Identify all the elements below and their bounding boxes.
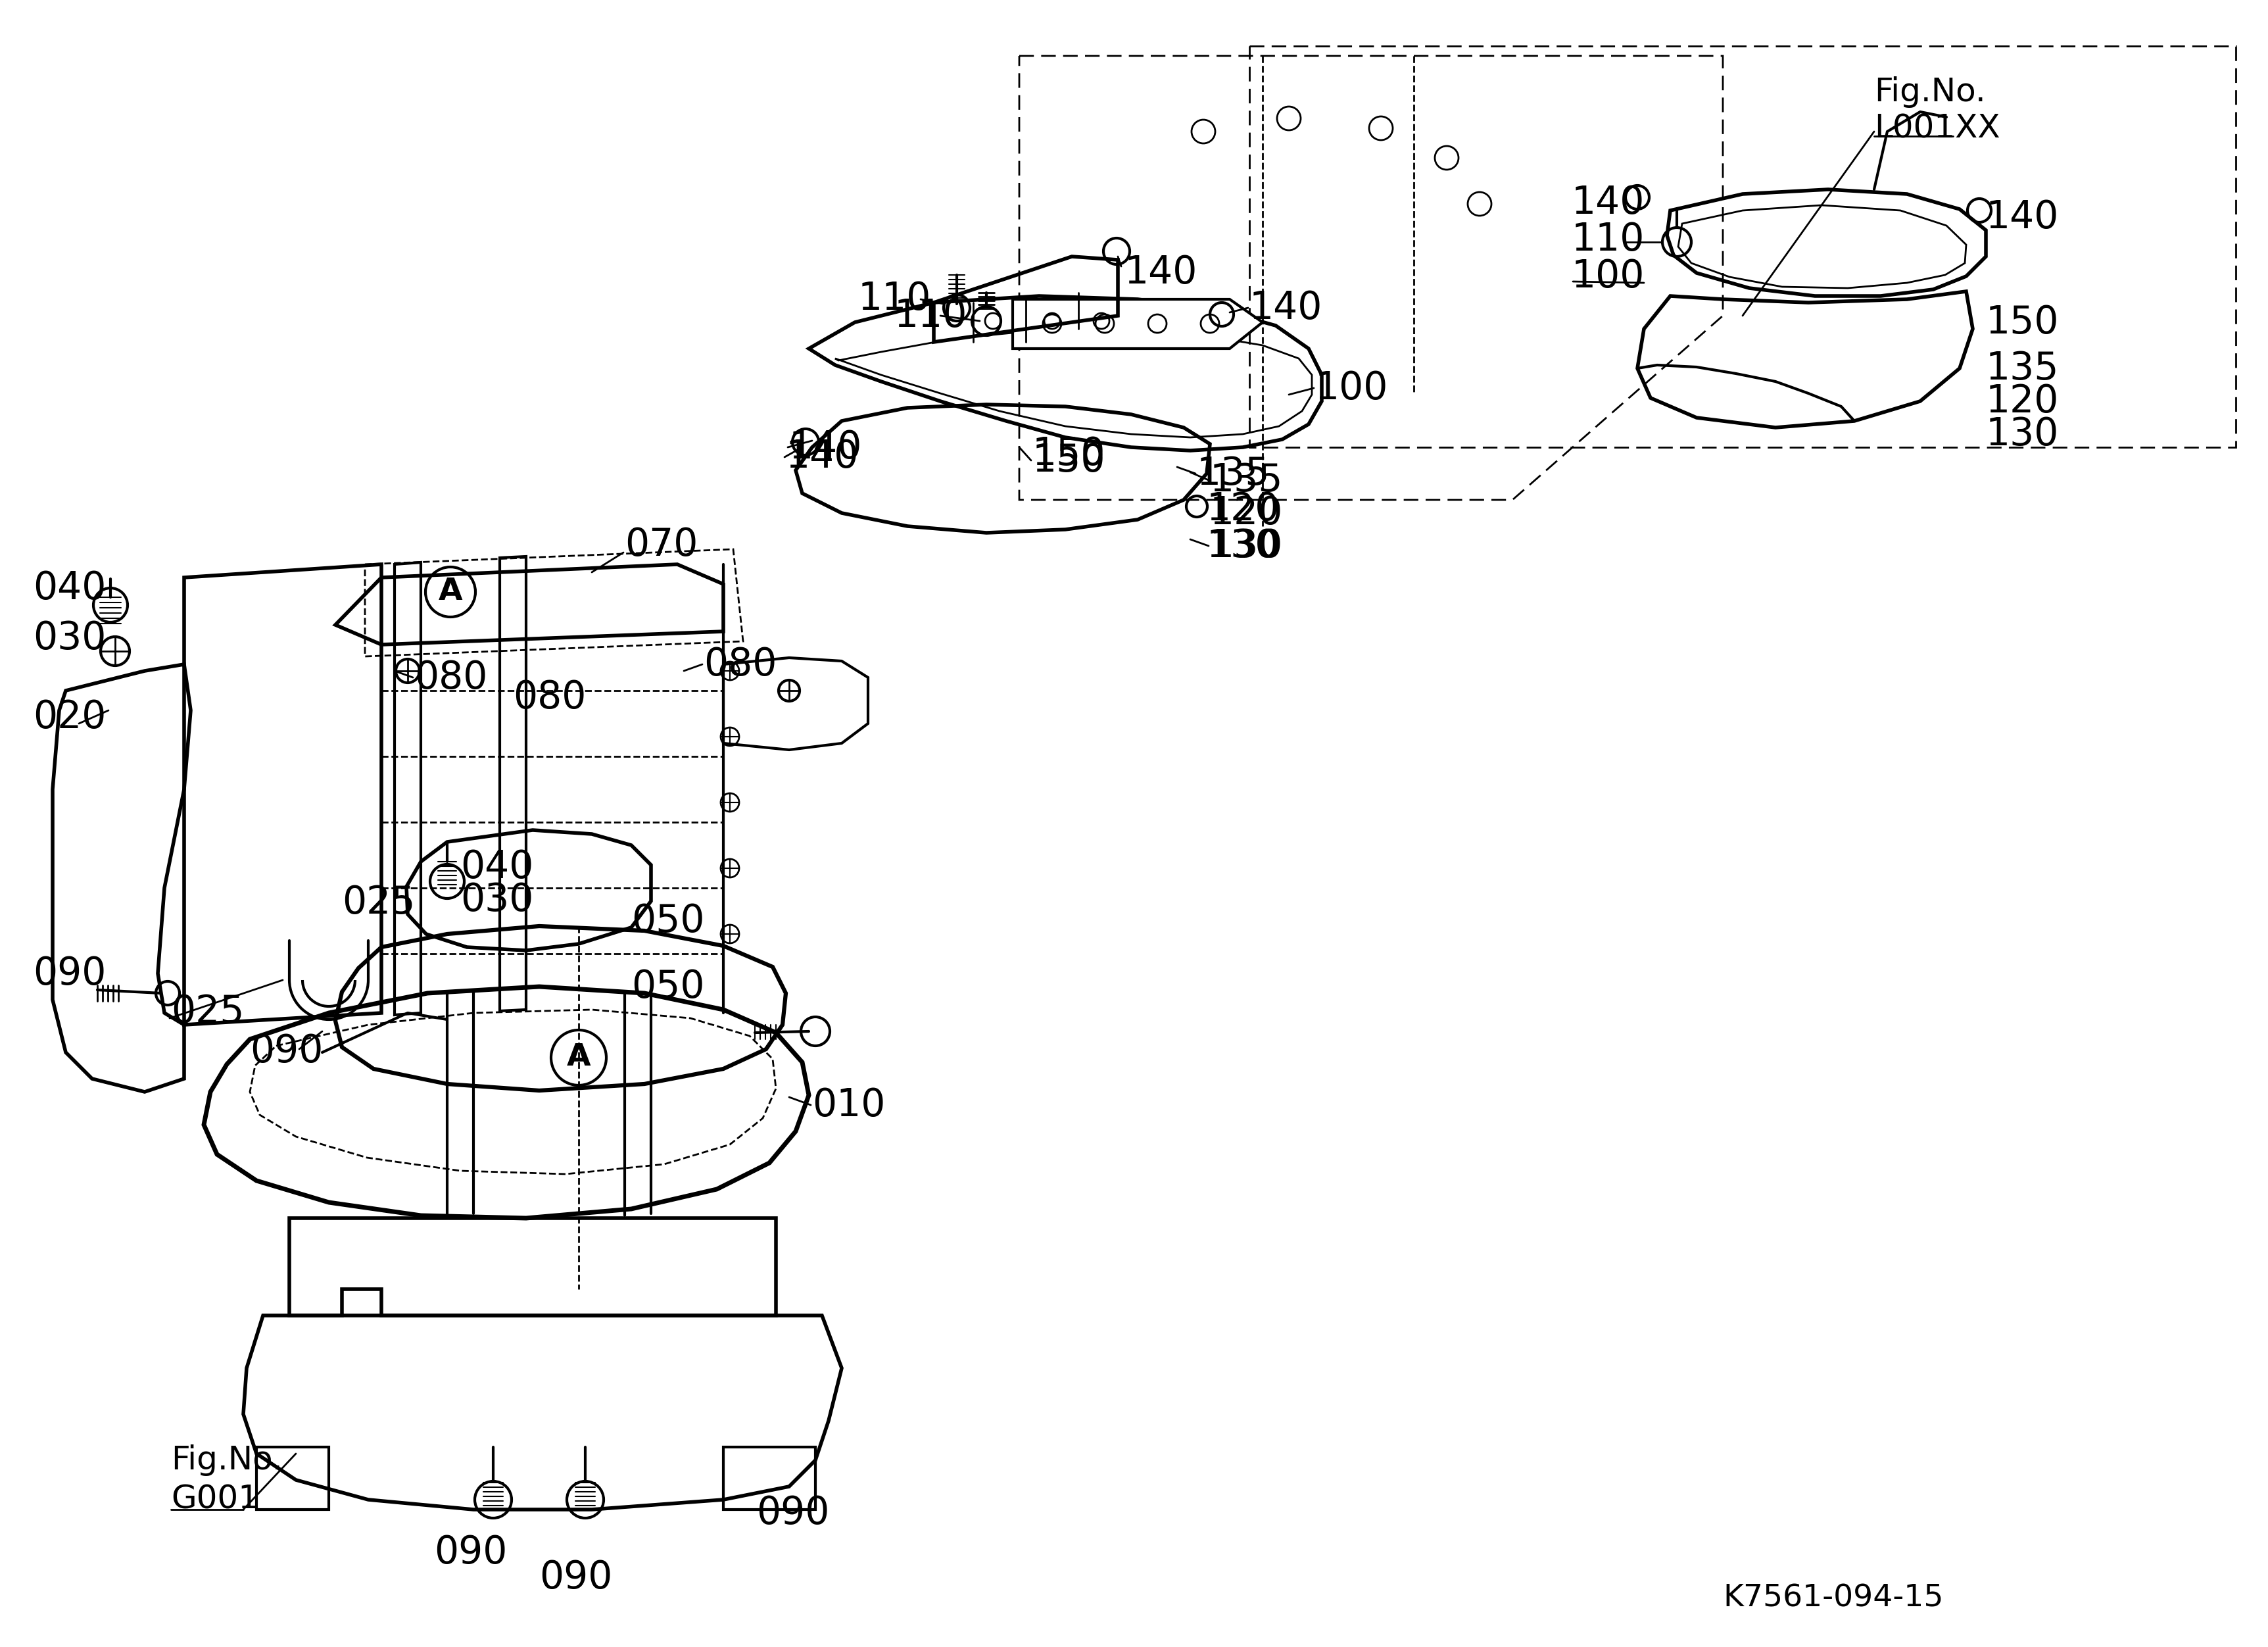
Text: 140: 140 xyxy=(1987,198,2059,236)
Text: 135: 135 xyxy=(1198,455,1270,492)
Text: 110: 110 xyxy=(857,280,932,318)
Text: 120: 120 xyxy=(1207,491,1279,529)
Text: 030: 030 xyxy=(32,619,107,657)
Text: 130: 130 xyxy=(1987,415,2059,453)
Text: 110: 110 xyxy=(894,296,968,334)
Text: 030: 030 xyxy=(460,881,533,919)
Text: 140: 140 xyxy=(789,428,862,466)
Text: 080: 080 xyxy=(415,659,488,697)
Polygon shape xyxy=(1014,300,1263,349)
Text: 070: 070 xyxy=(624,525,699,563)
Text: 150: 150 xyxy=(1032,441,1107,479)
Text: 090: 090 xyxy=(540,1558,612,1596)
Text: Fig.No.: Fig.No. xyxy=(170,1444,284,1476)
Text: 050: 050 xyxy=(631,903,705,939)
Text: 150: 150 xyxy=(1032,435,1107,473)
Text: 140: 140 xyxy=(1125,254,1198,292)
Text: G001: G001 xyxy=(170,1484,259,1515)
Text: 130: 130 xyxy=(1207,527,1279,565)
Text: 140: 140 xyxy=(1572,184,1644,221)
Text: 020: 020 xyxy=(32,698,107,736)
Text: 090: 090 xyxy=(433,1533,508,1571)
Text: 050: 050 xyxy=(631,968,705,1005)
Text: 135: 135 xyxy=(1209,461,1284,499)
Text: 010: 010 xyxy=(812,1087,885,1123)
Text: 025: 025 xyxy=(342,884,415,921)
Text: L001XX: L001XX xyxy=(1873,112,2000,143)
Text: 140: 140 xyxy=(1250,290,1322,326)
Text: 120: 120 xyxy=(1987,382,2059,420)
Text: 110: 110 xyxy=(1572,221,1644,259)
Text: 090: 090 xyxy=(249,1033,322,1071)
Text: A: A xyxy=(438,576,463,606)
Text: 040: 040 xyxy=(32,570,107,608)
Text: 130: 130 xyxy=(1209,527,1284,565)
Text: 150: 150 xyxy=(1987,303,2059,341)
Text: 080: 080 xyxy=(513,679,585,716)
Text: 080: 080 xyxy=(703,646,778,684)
Text: 090: 090 xyxy=(755,1494,830,1532)
Text: 100: 100 xyxy=(1315,369,1388,407)
Text: 090: 090 xyxy=(32,955,107,991)
Text: K7561-094-15: K7561-094-15 xyxy=(1724,1583,1944,1612)
Text: 040: 040 xyxy=(460,848,533,886)
Text: 135: 135 xyxy=(1987,349,2059,387)
Text: 100: 100 xyxy=(1572,257,1644,295)
Text: 140: 140 xyxy=(785,438,860,476)
Text: Fig.No.: Fig.No. xyxy=(1873,76,1987,107)
Polygon shape xyxy=(336,565,723,644)
Text: 025: 025 xyxy=(170,993,245,1031)
Text: A: A xyxy=(567,1043,590,1072)
Text: 120: 120 xyxy=(1209,494,1284,532)
